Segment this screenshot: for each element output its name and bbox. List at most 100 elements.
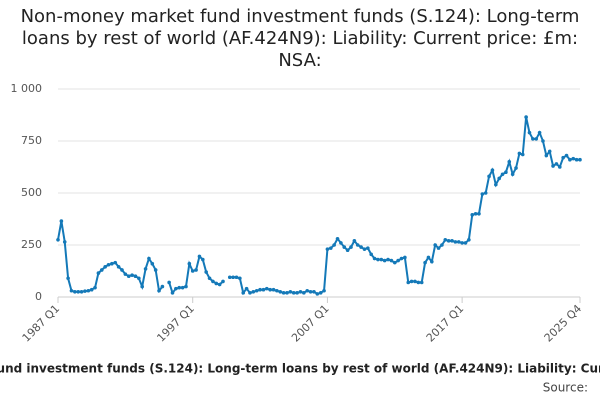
point — [278, 290, 283, 294]
point — [413, 279, 417, 284]
point — [423, 260, 427, 265]
point — [167, 280, 171, 285]
point — [564, 153, 569, 158]
point — [288, 290, 293, 294]
point — [93, 285, 97, 290]
point — [194, 268, 198, 272]
point — [443, 238, 448, 242]
point — [147, 256, 151, 261]
point — [174, 286, 178, 291]
point — [318, 291, 323, 295]
point — [83, 289, 87, 293]
point — [120, 268, 124, 272]
point — [561, 155, 565, 160]
point — [261, 287, 266, 292]
point — [113, 260, 118, 265]
point — [554, 162, 559, 166]
point — [416, 280, 421, 285]
point — [258, 287, 262, 292]
point — [110, 261, 114, 266]
point — [79, 290, 84, 294]
point — [170, 291, 175, 295]
point — [244, 286, 249, 291]
point — [291, 291, 296, 295]
point — [487, 174, 491, 179]
point — [440, 243, 444, 247]
point — [446, 239, 451, 243]
point — [359, 245, 363, 249]
point — [339, 241, 343, 245]
point — [352, 239, 357, 243]
point — [184, 284, 188, 289]
point — [56, 238, 60, 242]
point — [419, 280, 424, 285]
point — [177, 285, 182, 290]
point — [332, 243, 336, 247]
point — [302, 291, 306, 295]
point — [234, 275, 239, 280]
point — [298, 290, 303, 294]
point — [514, 166, 518, 170]
point — [483, 191, 488, 195]
x-tick-label: 2007 Q1 — [289, 302, 332, 345]
point — [551, 164, 555, 168]
point — [211, 279, 215, 284]
point — [409, 279, 414, 284]
point — [106, 262, 111, 267]
point — [342, 245, 347, 249]
series-line — [57, 116, 580, 296]
point — [214, 281, 219, 286]
point — [504, 170, 508, 174]
point — [541, 139, 545, 143]
x-tick-label: 2017 Q1 — [424, 302, 467, 345]
point — [372, 256, 377, 261]
point — [116, 265, 121, 269]
point — [268, 287, 272, 292]
point — [430, 259, 434, 264]
point — [389, 258, 394, 263]
point — [534, 137, 539, 141]
point — [403, 255, 407, 260]
point — [433, 243, 437, 247]
point — [366, 246, 370, 250]
point — [376, 257, 380, 262]
point — [399, 256, 404, 261]
point — [547, 149, 552, 154]
point — [467, 238, 471, 242]
point — [265, 286, 269, 291]
point — [510, 172, 515, 177]
point — [335, 236, 340, 241]
point — [241, 291, 246, 295]
point — [500, 172, 505, 177]
point — [73, 290, 77, 294]
point — [537, 130, 542, 135]
point — [96, 271, 101, 275]
point — [517, 151, 522, 156]
point — [204, 270, 208, 274]
point — [187, 261, 192, 266]
point — [531, 137, 535, 141]
point — [207, 276, 212, 281]
point — [426, 255, 431, 260]
point — [76, 290, 81, 294]
point — [150, 261, 155, 266]
point — [369, 252, 374, 257]
point — [271, 287, 276, 292]
y-tick-label: 0 — [35, 290, 42, 303]
point — [524, 115, 528, 119]
point — [221, 279, 225, 284]
point — [349, 245, 353, 249]
point — [275, 288, 279, 293]
point — [362, 247, 367, 251]
point — [382, 258, 387, 263]
point — [308, 290, 313, 294]
point — [217, 282, 222, 287]
point — [197, 254, 202, 259]
point — [450, 239, 454, 243]
point — [507, 160, 512, 164]
point — [480, 192, 485, 196]
point — [157, 288, 161, 293]
point — [477, 212, 481, 216]
point — [201, 257, 205, 262]
